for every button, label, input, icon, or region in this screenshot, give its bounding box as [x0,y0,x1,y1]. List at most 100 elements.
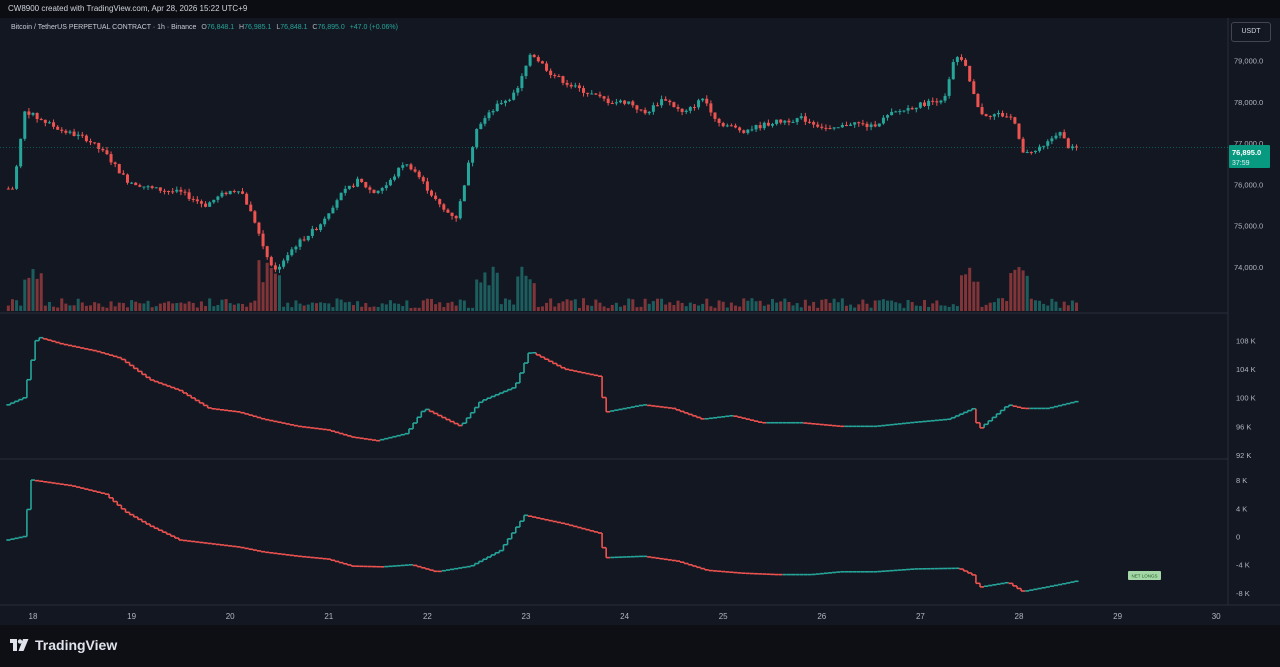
volume-bar [524,275,528,311]
candle-body [873,124,877,127]
net-tick-label: -4 K [1236,561,1250,570]
candle-body [881,117,885,124]
time-tick-label: 18 [29,612,38,621]
volume-bar [898,303,902,311]
candle-body [430,190,434,196]
candle-body [586,92,590,94]
volume-bar [618,306,622,311]
candle-body [771,124,774,126]
volume-bar [380,303,384,311]
candle-body [89,141,93,143]
volume-bar [1001,298,1005,311]
oi-tick-label: 96 K [1236,422,1251,431]
volume-bar [947,306,951,311]
volume-bar [179,302,183,311]
volume-bar [204,305,208,311]
volume-bar [68,305,72,311]
time-tick-label: 21 [324,612,333,621]
candle-body [549,70,553,76]
candle-body [380,188,384,191]
candle-body [323,218,327,225]
volume-bar [935,300,939,311]
volume-bar [134,301,138,311]
candle-body [647,111,651,114]
volume-bar [368,307,372,311]
candle-body [606,98,610,104]
volume-bar [1062,301,1066,311]
candle-body [466,162,470,186]
chart-area[interactable] [0,18,1228,605]
volume-bar [327,303,331,311]
candle-body [487,112,491,119]
volume-bar [742,298,746,311]
volume-bar [376,306,380,311]
volume-bar [508,299,512,311]
volume-bar [955,306,959,311]
candle-body [939,100,943,103]
candle-body [23,111,27,139]
volume-bar [849,304,853,311]
volume-bar [1070,300,1074,311]
candle-body [984,114,988,116]
volume-bar [23,279,27,311]
symbol-legend[interactable]: Bitcoin / TetherUS PERPETUAL CONTRACT · … [11,24,398,31]
volume-bar [167,301,171,311]
candle-body [639,109,643,111]
candle-body [1075,146,1079,148]
candle-body [39,118,43,120]
net-longs-tag: NET LONGS [1128,571,1161,580]
volume-bar [360,306,364,311]
chart-canvas[interactable]: 79,000.0 78,000.0 77,000.0 76,000.0 75,000.0… [0,0,1280,625]
candle-body [623,100,627,104]
volume-bar [1066,305,1070,311]
price-scale[interactable] [1228,18,1280,605]
price-tick-label: 76,000.0 [1234,180,1263,189]
candle-body [236,191,240,193]
volume-bar [1005,300,1009,311]
volume-bar [840,298,844,311]
candle-body [261,233,265,247]
volume-bar [582,298,586,311]
candle-body [146,186,150,188]
volume-bar [766,304,770,311]
time-tick-label: 23 [522,612,531,621]
candle-body [902,110,906,112]
candle-body [356,178,360,187]
time-axis[interactable] [0,606,1228,625]
candle-body [853,122,857,125]
volume-bar [1009,273,1013,311]
candle-body [84,135,88,142]
candle-body [405,164,409,166]
currency-button[interactable]: USDT [1231,22,1271,42]
candle-body [795,118,799,123]
candle-body [569,84,573,87]
candle-body [191,198,195,200]
candle-body [52,122,56,127]
candle-body [125,174,129,183]
candle-body [746,129,750,133]
volume-bar [195,307,199,311]
candle-body [664,99,668,101]
candle-body [462,185,466,202]
volume-bar [832,298,836,311]
volume-bar [397,303,401,311]
candle-body [590,93,594,95]
time-tick-label: 30 [1212,612,1221,621]
candle-body [692,107,696,109]
volume-bar [680,302,684,311]
volume-bar [931,303,935,311]
volume-bar [109,301,113,311]
volume-bar [413,307,417,311]
symbol-name: Bitcoin / TetherUS PERPETUAL CONTRACT · … [11,24,197,31]
candle-body [964,59,968,66]
tradingview-logo[interactable]: TradingView [10,637,117,653]
volume-bar [1017,267,1021,311]
volume-bar [278,275,281,311]
volume-bar [417,307,421,311]
volume-bar [72,305,76,311]
volume-bar [393,303,397,311]
candle-body [935,101,939,103]
volume-bar [142,303,146,311]
candle-body [828,128,832,130]
volume-bar [540,306,544,311]
